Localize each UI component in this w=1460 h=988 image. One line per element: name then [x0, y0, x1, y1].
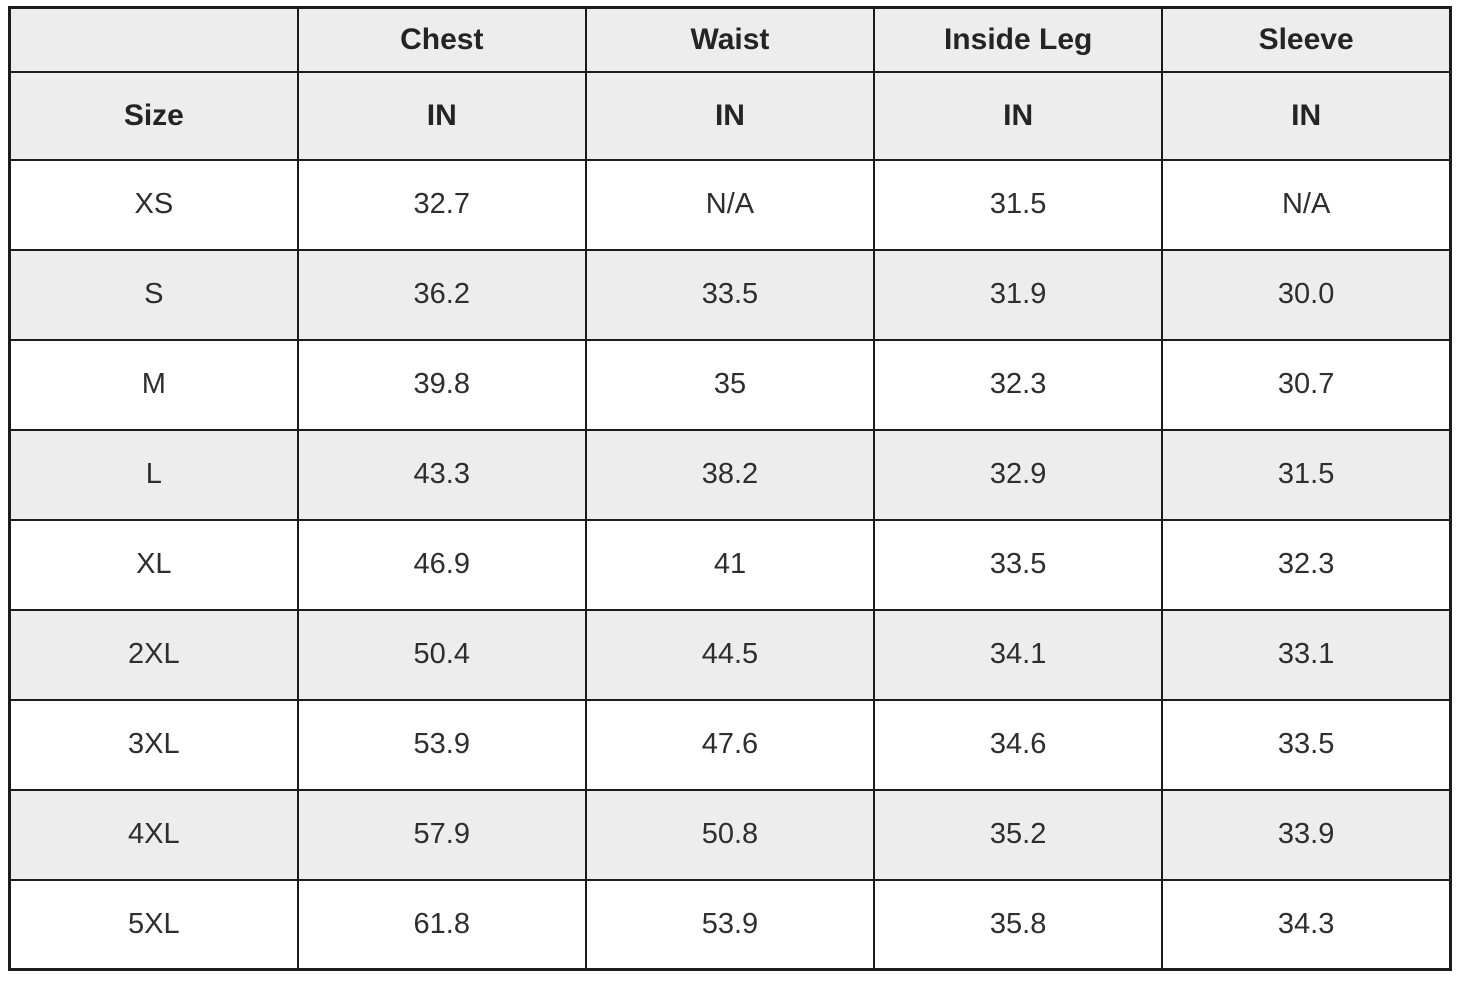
- value-cell-inside-leg: 33.5: [873, 518, 1164, 611]
- size-cell: 5XL: [8, 878, 299, 971]
- value-cell-waist: 44.5: [584, 608, 876, 701]
- column-header-sleeve: Sleeve: [1161, 6, 1452, 73]
- header-row-units: Size IN IN IN IN: [8, 70, 1452, 161]
- table-row-4xl: 4XL 57.9 50.8 35.2 33.9: [8, 788, 1452, 881]
- table-row-l: L 43.3 38.2 32.9 31.5: [8, 428, 1452, 521]
- value-cell-waist: 41: [584, 518, 876, 611]
- value-cell-chest: 53.9: [296, 698, 587, 791]
- value-cell-waist: 33.5: [584, 248, 876, 341]
- value-cell-chest: 50.4: [296, 608, 587, 701]
- value-cell-waist: N/A: [584, 158, 876, 251]
- size-cell: 3XL: [8, 698, 299, 791]
- size-cell: M: [8, 338, 299, 431]
- corner-cell: [8, 6, 299, 73]
- value-cell-chest: 36.2: [296, 248, 587, 341]
- unit-cell-waist: IN: [584, 70, 876, 161]
- value-cell-chest: 32.7: [296, 158, 587, 251]
- table-body: XS 32.7 N/A 31.5 N/A S 36.2 33.5 31.9 30…: [8, 158, 1452, 971]
- value-cell-waist: 53.9: [584, 878, 876, 971]
- column-header-inside-leg: Inside Leg: [873, 6, 1164, 73]
- column-header-waist: Waist: [584, 6, 876, 73]
- header-row-measurements: Chest Waist Inside Leg Sleeve: [8, 6, 1452, 73]
- value-cell-chest: 61.8: [296, 878, 587, 971]
- table-header: Chest Waist Inside Leg Sleeve Size IN IN…: [8, 6, 1452, 161]
- size-label-cell: Size: [8, 70, 299, 161]
- size-cell: 4XL: [8, 788, 299, 881]
- value-cell-sleeve: 30.7: [1161, 338, 1452, 431]
- table-row-s: S 36.2 33.5 31.9 30.0: [8, 248, 1452, 341]
- size-cell: 2XL: [8, 608, 299, 701]
- table-row-xl: XL 46.9 41 33.5 32.3: [8, 518, 1452, 611]
- value-cell-inside-leg: 31.5: [873, 158, 1164, 251]
- value-cell-sleeve: N/A: [1161, 158, 1452, 251]
- value-cell-sleeve: 33.9: [1161, 788, 1452, 881]
- size-cell: XS: [8, 158, 299, 251]
- size-cell: L: [8, 428, 299, 521]
- value-cell-waist: 47.6: [584, 698, 876, 791]
- value-cell-chest: 39.8: [296, 338, 587, 431]
- unit-cell-inside-leg: IN: [873, 70, 1164, 161]
- value-cell-inside-leg: 35.2: [873, 788, 1164, 881]
- value-cell-chest: 57.9: [296, 788, 587, 881]
- value-cell-sleeve: 31.5: [1161, 428, 1452, 521]
- size-cell: S: [8, 248, 299, 341]
- value-cell-waist: 50.8: [584, 788, 876, 881]
- size-cell: XL: [8, 518, 299, 611]
- value-cell-inside-leg: 34.1: [873, 608, 1164, 701]
- value-cell-waist: 38.2: [584, 428, 876, 521]
- value-cell-sleeve: 33.5: [1161, 698, 1452, 791]
- table-row-2xl: 2XL 50.4 44.5 34.1 33.1: [8, 608, 1452, 701]
- value-cell-chest: 43.3: [296, 428, 587, 521]
- table-row-m: M 39.8 35 32.3 30.7: [8, 338, 1452, 431]
- column-header-chest: Chest: [296, 6, 587, 73]
- value-cell-waist: 35: [584, 338, 876, 431]
- value-cell-sleeve: 33.1: [1161, 608, 1452, 701]
- size-chart-table: Chest Waist Inside Leg Sleeve Size IN IN…: [8, 6, 1452, 971]
- value-cell-chest: 46.9: [296, 518, 587, 611]
- value-cell-sleeve: 34.3: [1161, 878, 1452, 971]
- table-row-xs: XS 32.7 N/A 31.5 N/A: [8, 158, 1452, 251]
- table-row-3xl: 3XL 53.9 47.6 34.6 33.5: [8, 698, 1452, 791]
- value-cell-inside-leg: 32.9: [873, 428, 1164, 521]
- value-cell-inside-leg: 35.8: [873, 878, 1164, 971]
- value-cell-inside-leg: 32.3: [873, 338, 1164, 431]
- unit-cell-sleeve: IN: [1161, 70, 1452, 161]
- value-cell-inside-leg: 31.9: [873, 248, 1164, 341]
- unit-cell-chest: IN: [296, 70, 587, 161]
- value-cell-inside-leg: 34.6: [873, 698, 1164, 791]
- value-cell-sleeve: 32.3: [1161, 518, 1452, 611]
- value-cell-sleeve: 30.0: [1161, 248, 1452, 341]
- table-row-5xl: 5XL 61.8 53.9 35.8 34.3: [8, 878, 1452, 971]
